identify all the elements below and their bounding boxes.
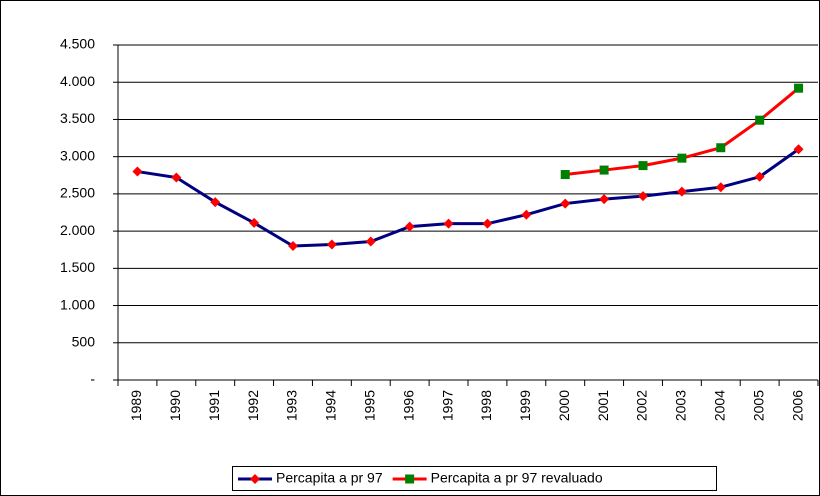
- y-tick-label: 3.500: [60, 110, 95, 126]
- x-tick-label: 1996: [400, 390, 416, 421]
- point: [210, 197, 221, 208]
- x-tick-label: 1989: [128, 390, 144, 421]
- x-tick-label: 1991: [206, 390, 222, 421]
- point: [638, 191, 648, 202]
- x-tick-label: 1997: [439, 390, 455, 421]
- point: [521, 209, 532, 220]
- point: [716, 143, 726, 153]
- x-tick-label: 1992: [245, 390, 261, 421]
- x-tick-label: 1995: [361, 390, 377, 421]
- point: [754, 171, 765, 182]
- point: [599, 165, 609, 175]
- y-tick-label: 2.000: [60, 222, 95, 238]
- x-tick-label: 2001: [595, 390, 611, 421]
- series-line: [137, 147, 800, 248]
- y-tick-label: 2.500: [60, 185, 95, 201]
- y-tick-label: 1.000: [60, 296, 95, 312]
- point: [249, 217, 260, 228]
- point: [365, 236, 376, 247]
- point: [404, 221, 415, 232]
- point: [288, 241, 298, 251]
- point: [677, 153, 687, 163]
- x-tick-label: 2005: [750, 390, 766, 421]
- point: [755, 115, 765, 125]
- point: [560, 198, 571, 209]
- point: [599, 194, 610, 205]
- x-tick-label: 2006: [789, 390, 805, 421]
- legend-box: [232, 466, 717, 491]
- point: [326, 239, 337, 250]
- point: [443, 218, 454, 229]
- point: [171, 172, 182, 183]
- y-tick-label: 1.500: [60, 259, 95, 275]
- point: [638, 161, 648, 171]
- point: [560, 170, 570, 180]
- x-tick-label: 2002: [634, 390, 650, 421]
- point: [794, 83, 804, 93]
- x-tick-label: 1999: [517, 390, 533, 421]
- x-tick-label: 1994: [323, 390, 339, 421]
- y-tick-label: -: [90, 371, 95, 387]
- x-tick-label: 2004: [711, 390, 727, 421]
- y-tick-label: 3.000: [60, 147, 95, 163]
- legend-label: Percapita a pr 97 revaluado: [431, 470, 603, 486]
- point: [482, 218, 493, 229]
- point: [676, 186, 687, 197]
- x-tick-label: 1990: [167, 390, 183, 421]
- x-tick-label: 1998: [478, 390, 494, 421]
- point: [793, 144, 804, 155]
- x-tick-label: 1993: [284, 390, 300, 421]
- legend-marker: [250, 474, 260, 484]
- y-tick-label: 500: [72, 333, 96, 349]
- x-tick-label: 2003: [673, 390, 689, 421]
- point: [715, 182, 726, 193]
- x-tick-label: 2000: [556, 390, 572, 421]
- y-tick-label: 4.000: [60, 73, 95, 89]
- legend-label: Percapita a pr 97: [276, 470, 383, 486]
- point: [132, 166, 143, 177]
- legend-marker: [405, 474, 415, 484]
- y-tick-label: 4.500: [60, 36, 95, 52]
